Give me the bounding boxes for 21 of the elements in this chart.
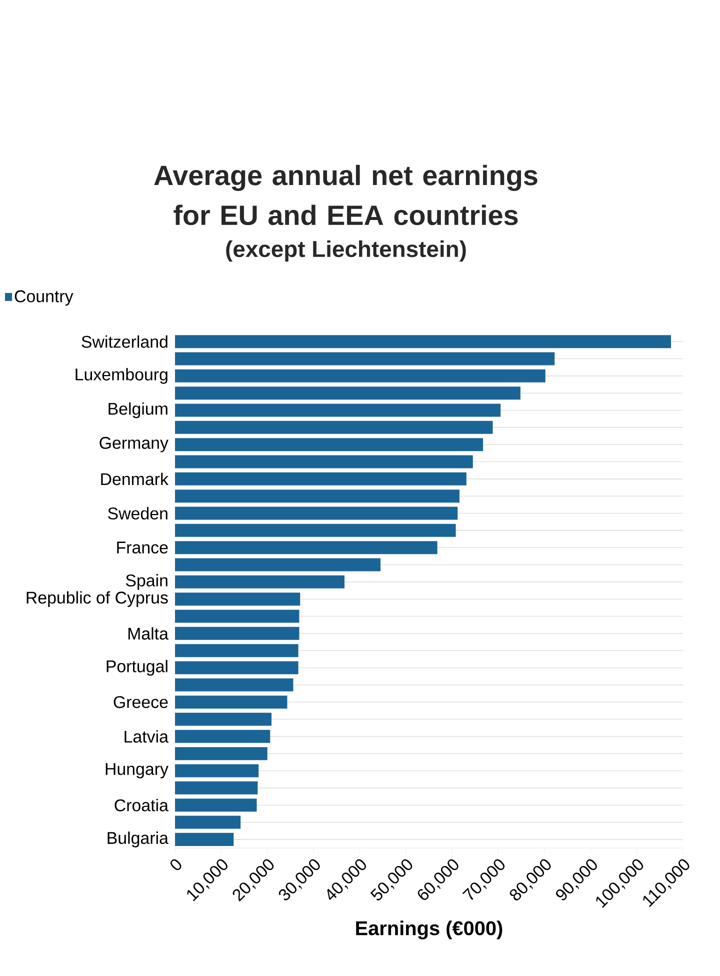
y-tick-label: Greece (114, 696, 168, 708)
y-tick-label: Germany (100, 436, 168, 452)
chart-subtitle: (except Liechtenstein) (226, 240, 466, 262)
y-tick-label: Malta (128, 627, 168, 640)
chart-title: Average annual net earnings for EU and EEA countries (154, 164, 538, 226)
y-tick-label: Denmark (101, 472, 168, 486)
y-tick-label: Republic of Cyprus (26, 591, 168, 607)
y-tick-label: Hungary (106, 763, 168, 778)
y-tick-label: Spain (126, 574, 168, 590)
x-tick-label: 0 (170, 859, 182, 870)
y-tick-label: Luxembourg (76, 368, 168, 384)
y-tick-label: Latvia (124, 730, 168, 743)
y-tick-label: Sweden (108, 507, 168, 520)
y-tick-label: Belgium (108, 402, 168, 418)
y-tick-label: Croatia (114, 798, 168, 812)
y-tick-label: Switzerland (82, 335, 168, 348)
legend-label: Country (14, 290, 74, 306)
y-tick-label: Bulgaria (108, 832, 168, 848)
x-axis-title: Earnings (€000) (356, 920, 502, 940)
y-tick-label: Portugal (106, 660, 168, 676)
y-tick-label: France (117, 542, 168, 554)
